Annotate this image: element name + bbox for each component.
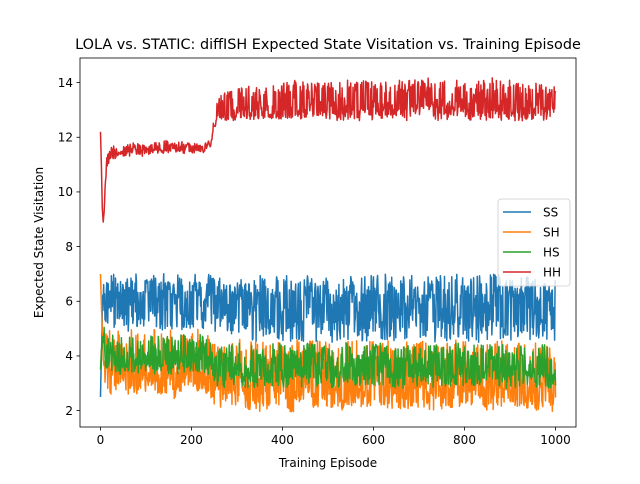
series-hs-group: [99, 326, 557, 390]
legend-label-sh: SH: [543, 225, 560, 239]
series-hh-line: [99, 77, 557, 223]
x-axis: 0 200 400 600 800 1000: [97, 427, 571, 447]
legend-box: [497, 198, 571, 287]
y-tick-label: 4: [65, 349, 73, 363]
x-tick-label: 400: [271, 433, 294, 447]
x-tick-label: 200: [180, 433, 203, 447]
y-tick-label: 8: [65, 240, 73, 254]
series-layer: [99, 77, 557, 413]
x-tick-label: 600: [362, 433, 385, 447]
x-axis-label: Training Episode: [278, 456, 377, 470]
legend-label-hs: HS: [543, 245, 560, 259]
series-sh-line: [99, 273, 557, 413]
series-hs-line: [99, 326, 557, 390]
legend-label-hh: HH: [543, 265, 561, 279]
y-tick-label: 12: [58, 130, 73, 144]
x-tick-label: 1000: [540, 433, 571, 447]
series-sh-group: [99, 273, 557, 413]
legend-label-ss: SS: [543, 205, 558, 219]
x-tick-label: 0: [97, 433, 105, 447]
chart-title: LOLA vs. STATIC: diffISH Expected State …: [75, 37, 581, 53]
y-axis: 2 4 6 8 10 12 14: [58, 76, 80, 418]
plot-frame: [79, 57, 577, 428]
series-hh-group: [99, 77, 557, 223]
y-tick-label: 2: [65, 404, 73, 418]
series-ss-line: [99, 273, 557, 397]
y-axis-label: Expected State Visitation: [32, 167, 46, 318]
legend: SS SH HS HH: [497, 198, 571, 287]
y-tick-label: 10: [58, 185, 73, 199]
series-ss-group: [99, 273, 557, 397]
x-tick-label: 800: [453, 433, 476, 447]
y-tick-label: 6: [65, 294, 73, 308]
y-tick-label: 14: [58, 76, 73, 90]
